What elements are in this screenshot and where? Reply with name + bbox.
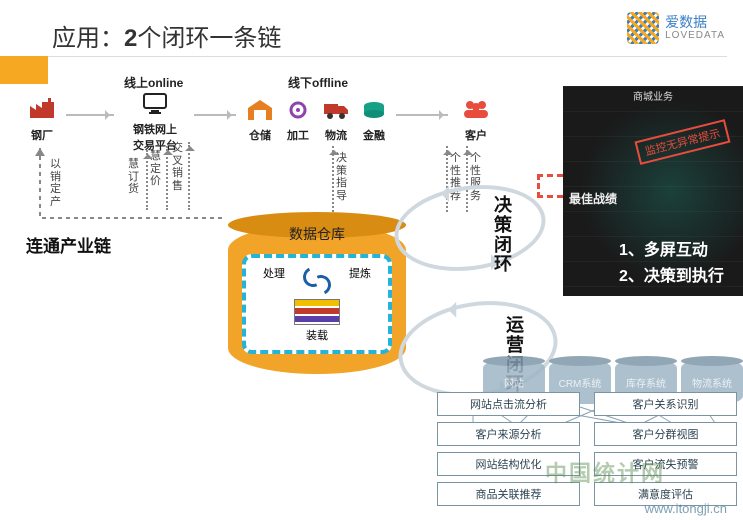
logo-cn: 爱数据 <box>665 15 725 30</box>
load-label: 装载 <box>306 327 328 343</box>
analysis-grid: 网站点击流分析 客户关系识别 客户来源分析 客户分群视图 网站结构优化 客户流失… <box>437 392 737 506</box>
node-warehouse: 仓储 <box>244 98 276 143</box>
dotted-arrow <box>332 146 334 216</box>
shelves-icon <box>294 299 340 325</box>
analysis-label: 客户关系识别 <box>633 399 699 411</box>
analysis-box: 客户关系识别 <box>594 392 737 416</box>
cylinder-title: 数据仓库 <box>228 224 406 244</box>
dark-top-labels: 商城业务 <box>563 88 743 103</box>
logo-icon <box>627 12 659 44</box>
node-customer: 客户 <box>456 98 496 143</box>
proc-label: 处理 <box>263 265 285 297</box>
dark-best: 最佳战绩 <box>569 190 617 207</box>
node-finance: 金融 <box>358 98 390 143</box>
vlabel-jiaocha: 交叉销售 <box>172 142 186 193</box>
cycle-arrows-icon <box>303 267 331 295</box>
dark-bullet-2: 2、决策到执行 <box>619 262 724 286</box>
dark-bullet-1: 1、多屏互动 <box>619 236 708 260</box>
node-logistics: 物流 <box>320 98 352 143</box>
vlabel-juece: 决策指导 <box>336 152 350 203</box>
decision-loop-label: 决策闭环 <box>494 196 516 275</box>
dark-panel: 商城业务 监控无异常提示 最佳战绩 1、多屏互动 2、决策到执行 <box>563 86 743 296</box>
analysis-box: 客户来源分析 <box>437 422 580 446</box>
loop-arrowhead <box>433 186 449 202</box>
header-offline: 线下offline <box>288 74 348 91</box>
title-rest: 个闭环一条链 <box>137 25 281 52</box>
analysis-label: 商品关联推荐 <box>476 489 542 501</box>
vlabel-huiding: 慧订货 <box>128 158 142 196</box>
node-customer-label: 客户 <box>456 127 496 143</box>
watermark-cn: 中国统计网 <box>545 456 665 488</box>
node-factory-label: 钢厂 <box>22 127 62 143</box>
truck-icon <box>322 98 350 122</box>
node-processing: 加工 <box>282 98 314 143</box>
watermark-url: www.itongji.cn <box>645 501 727 516</box>
data-warehouse: 数据仓库 处理 提炼 装载 <box>228 224 406 374</box>
warehouse-icon <box>246 98 274 122</box>
analysis-box: 客户分群视图 <box>594 422 737 446</box>
node-processing-label: 加工 <box>282 127 314 143</box>
factory-icon <box>28 98 56 122</box>
analysis-label: 满意度评估 <box>638 489 693 501</box>
left-section-title: 连通产业链 <box>26 232 111 257</box>
db-cyl-label: 物流系统 <box>692 375 732 390</box>
chain-arrow <box>396 114 448 116</box>
chain-arrow <box>194 114 236 116</box>
page-title: 应用：2个闭环一条链 <box>52 18 281 53</box>
analysis-label: 网站点击流分析 <box>470 399 547 411</box>
db-cyl-label: CRM系统 <box>559 375 602 390</box>
monitor-icon <box>141 92 169 116</box>
logo-text: 爱数据 LOVEDATA <box>665 15 725 41</box>
cylinder-dashed-box: 处理 提炼 装载 <box>242 254 392 354</box>
dark-t1: 商城业务 <box>633 88 673 103</box>
chain-arrow <box>66 114 114 116</box>
node-factory: 钢厂 <box>22 98 62 143</box>
analysis-label: 客户来源分析 <box>476 429 542 441</box>
node-logistics-label: 物流 <box>320 127 352 143</box>
people-icon <box>462 98 490 122</box>
loop-arrowhead <box>440 302 456 318</box>
node-warehouse-label: 仓储 <box>244 127 276 143</box>
header-online: 线上online <box>124 74 183 91</box>
dotted-arrow <box>188 142 190 210</box>
logo-en: LOVEDATA <box>665 30 725 41</box>
gear-icon <box>284 98 312 122</box>
node-finance-label: 金融 <box>358 127 390 143</box>
analysis-label: 客户分群视图 <box>633 429 699 441</box>
analysis-label: 网站结构优化 <box>476 459 542 471</box>
dotted-arrow <box>146 150 148 210</box>
title-bold: 2 <box>124 25 137 52</box>
analysis-box: 网站点击流分析 <box>437 392 580 416</box>
cylinder-body: 数据仓库 处理 提炼 装载 <box>228 224 406 374</box>
refine-label: 提炼 <box>349 265 371 297</box>
db-cyl-label: 库存系统 <box>626 375 666 390</box>
title-prefix: 应用： <box>52 25 124 52</box>
money-icon <box>360 98 388 122</box>
db-cyl-label: 网站 <box>504 375 524 390</box>
logo: 爱数据 LOVEDATA <box>627 12 725 44</box>
title-divider <box>48 56 727 57</box>
vlabel-yixiao: 以销定产 <box>50 158 64 209</box>
dotted-arrow <box>166 146 168 210</box>
decision-loop <box>389 176 551 280</box>
